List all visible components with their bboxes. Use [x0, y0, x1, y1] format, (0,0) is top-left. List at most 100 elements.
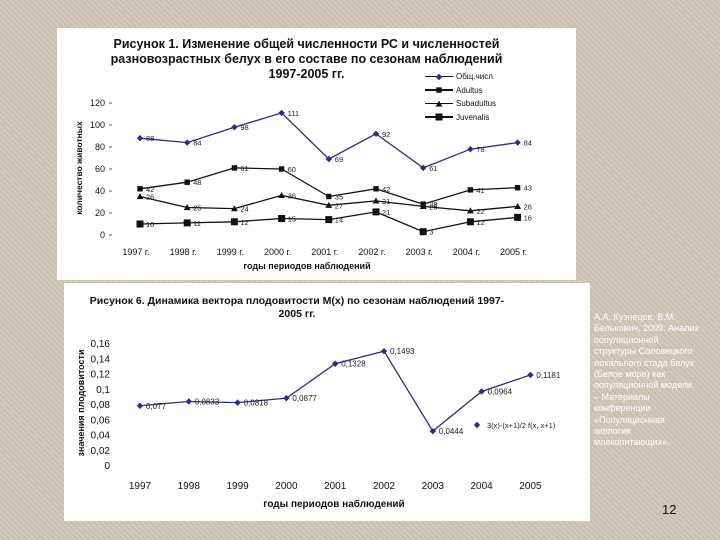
- data-point: [332, 360, 339, 367]
- data-point: [325, 216, 333, 224]
- y-tick-label: 0,04: [91, 431, 111, 442]
- legend-item: Adultus: [425, 84, 496, 98]
- data-point: [467, 207, 474, 214]
- x-tick-label: 2003 г.: [406, 247, 433, 257]
- data-point: [514, 185, 521, 191]
- data-label: 11: [193, 219, 201, 228]
- data-point: [183, 204, 191, 211]
- data-label: 36: [288, 191, 296, 200]
- y-axis-label: количество животных: [74, 121, 84, 215]
- data-point: [466, 218, 474, 226]
- data-label: 0,0877: [292, 394, 317, 403]
- data-label: 42: [146, 185, 154, 194]
- data-label: 26: [429, 202, 437, 211]
- data-label: 43: [524, 184, 532, 193]
- data-point: [514, 139, 521, 146]
- data-label: 3: [429, 228, 433, 237]
- data-point: [372, 208, 380, 216]
- data-label: 0,0444: [439, 427, 464, 436]
- y-tick-label: 100: [90, 120, 105, 130]
- y-tick-label: 0,1: [96, 385, 110, 396]
- legend-item: Общ.числ: [425, 70, 496, 84]
- data-point: [514, 203, 521, 209]
- citation-text: А.А. Кузнецов, В.М. Белькович, 2009. Ана…: [594, 312, 699, 448]
- data-label: 42: [382, 185, 390, 194]
- legend-marker: [435, 100, 443, 107]
- legend-label: Juvenalis: [456, 112, 490, 122]
- data-label: 16: [524, 213, 532, 222]
- data-point: [514, 213, 522, 221]
- data-label: 0,1493: [390, 347, 415, 356]
- chart-2-svg: 0,16 0,14 0,12 0,1 0,08 0,06 0,04 0,02 0 значения…: [76, 339, 561, 510]
- data-point: [419, 228, 427, 236]
- data-point: [420, 164, 427, 172]
- y-tick-label: 20: [95, 208, 105, 218]
- chart-1-title: Рисунок 1. Изменение общей численности Р…: [110, 37, 503, 81]
- data-label: 78: [476, 145, 484, 154]
- data-label: 35: [335, 193, 343, 202]
- x-tick-label: 2005 г.: [500, 247, 527, 257]
- data-point: [373, 186, 379, 192]
- data-point: [372, 197, 380, 204]
- x-tick-label: 1997 г.: [122, 247, 149, 257]
- y-tick-label: 0,08: [91, 400, 111, 411]
- legend-marker-shape: [435, 100, 443, 107]
- data-label: 28: [429, 200, 437, 209]
- data-point: [325, 201, 333, 208]
- y-tick-label: 0: [104, 461, 110, 472]
- x-axis-label: годы периодов наблюдений: [243, 261, 370, 271]
- data-point: [231, 165, 238, 171]
- data-point: [278, 215, 286, 222]
- legend-label: Subadultus: [456, 99, 497, 109]
- legend-marker-shape: [435, 73, 443, 80]
- data-point: [231, 124, 238, 131]
- data-label: 24: [240, 205, 248, 214]
- annotation-marker: [473, 421, 481, 429]
- data-label: 88: [146, 134, 154, 143]
- x-tick-label: 2004 г.: [453, 247, 480, 257]
- data-point: [278, 192, 285, 198]
- x-tick-label: 2001: [324, 481, 347, 492]
- data-label: 0,077: [146, 402, 167, 411]
- chart-1-svg: 120 100 80 60 40 20 0 количество животных 1997 г…: [74, 98, 532, 271]
- data-point: [278, 109, 285, 117]
- data-point: [278, 166, 285, 172]
- data-label: 0,0833: [195, 397, 220, 406]
- data-point: [137, 186, 143, 192]
- data-label: 14: [335, 216, 343, 225]
- data-point: [419, 203, 427, 209]
- data-label: 0,0818: [244, 399, 269, 408]
- y-tick-label: 40: [95, 186, 105, 196]
- series-2: 26 25 24 36 27 31 26 22 26: [136, 191, 532, 216]
- legend-swatch: [425, 99, 453, 109]
- data-label: 15: [288, 215, 296, 224]
- data-point: [326, 193, 332, 200]
- legend-swatch: [425, 85, 453, 95]
- data-point: [325, 155, 332, 163]
- y-tick-label: 0,06: [91, 415, 111, 426]
- legend-marker: [435, 73, 443, 80]
- data-label: 60: [288, 165, 296, 174]
- data-label: 48: [193, 178, 201, 187]
- data-point: [234, 399, 241, 406]
- legend-swatch: [425, 72, 453, 82]
- data-point: [283, 394, 290, 402]
- data-label: 61: [240, 164, 248, 173]
- data-point: [372, 130, 380, 137]
- series-0: 0,077 0,0833 0,0818 0,0877 0,1328 0,1493 0,044…: [136, 347, 561, 436]
- y-tick-label: 80: [95, 142, 105, 152]
- y-tick-label: 0,14: [91, 354, 111, 365]
- data-label: 26: [146, 193, 154, 202]
- chart-1-legend: Общ.числ Adultus Subadultus Juvenalis: [425, 70, 496, 124]
- legend-marker-shape: [435, 113, 443, 121]
- legend-label: Общ.числ: [456, 72, 493, 82]
- data-label: 41: [476, 186, 484, 195]
- x-tick-label: 2000 г.: [264, 247, 291, 257]
- legend-marker: [436, 87, 442, 93]
- x-tick-label: 1999: [226, 481, 249, 492]
- data-point: [380, 347, 388, 355]
- data-point: [185, 398, 192, 405]
- data-point: [230, 218, 238, 226]
- data-label: 92: [382, 130, 390, 139]
- legend-swatch: [425, 112, 453, 122]
